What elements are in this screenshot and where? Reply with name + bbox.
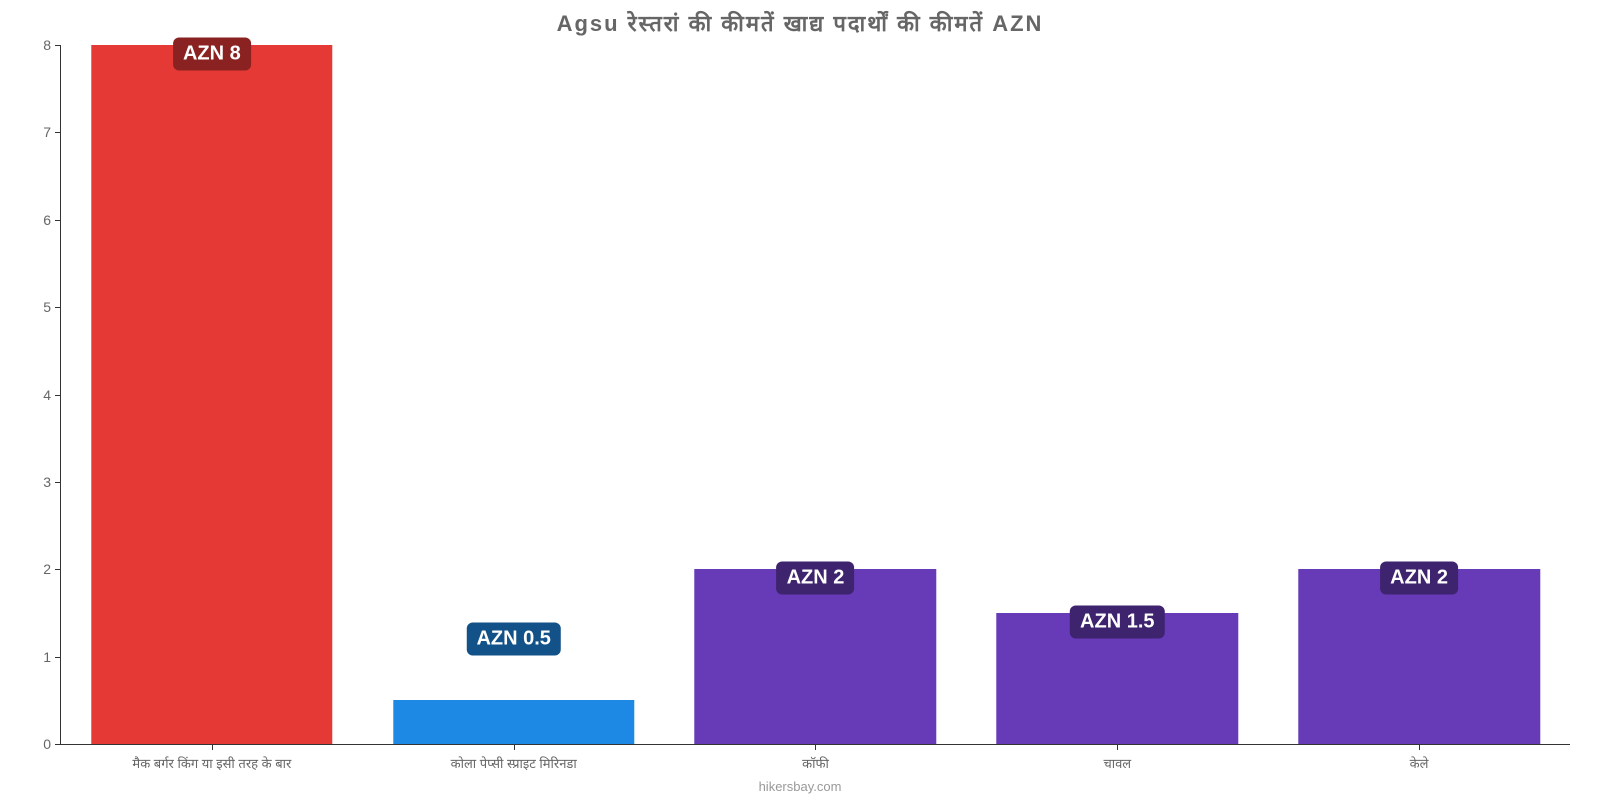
plot-inner: AZN 8AZN 0.5AZN 2AZN 1.5AZN 2 मैक बर्गर … bbox=[60, 45, 1570, 745]
chart-credit: hikersbay.com bbox=[0, 779, 1600, 794]
bar-value-label: AZN 0.5 bbox=[466, 623, 560, 656]
bar-slot: AZN 1.5 bbox=[966, 45, 1268, 744]
bar-slot: AZN 2 bbox=[1268, 45, 1570, 744]
y-tick-label: 2 bbox=[43, 561, 61, 577]
bar-slot: AZN 2 bbox=[665, 45, 967, 744]
x-axis-label: मैक बर्गर किंग या इसी तरह के बार bbox=[61, 744, 363, 772]
y-tick-label: 1 bbox=[43, 649, 61, 665]
y-tick-label: 6 bbox=[43, 212, 61, 228]
x-axis-label: कॉफी bbox=[665, 744, 967, 772]
bar bbox=[91, 45, 332, 744]
x-axis-label: कोला पेप्सी स्प्राइट मिरिनडा bbox=[363, 744, 665, 772]
bar bbox=[695, 569, 936, 744]
bars-container: AZN 8 AZN 0.5 AZN 2 AZN 1.5 AZN 2 bbox=[61, 45, 1570, 744]
y-tick-label: 5 bbox=[43, 299, 61, 315]
x-axis-labels: मैक बर्गर किंग या इसी तरह के बारकोला पेप… bbox=[61, 744, 1570, 772]
x-axis-label: चावल bbox=[966, 744, 1268, 772]
y-tick-label: 7 bbox=[43, 124, 61, 140]
bar-slot: AZN 0.5 bbox=[363, 45, 665, 744]
bar-value-label: AZN 8 bbox=[173, 37, 251, 70]
bar-slot: AZN 8 bbox=[61, 45, 363, 744]
bar-value-label: AZN 2 bbox=[1380, 562, 1458, 595]
bar bbox=[1298, 569, 1539, 744]
bar bbox=[393, 700, 634, 744]
chart-title: Agsu रेस्तरां की कीमतें खाद्य पदार्थों क… bbox=[0, 0, 1600, 38]
price-chart: Agsu रेस्तरां की कीमतें खाद्य पदार्थों क… bbox=[0, 0, 1600, 800]
y-tick-label: 0 bbox=[43, 736, 61, 752]
bar-value-label: AZN 1.5 bbox=[1070, 605, 1164, 638]
plot-area: AZN 8AZN 0.5AZN 2AZN 1.5AZN 2 मैक बर्गर … bbox=[60, 45, 1570, 745]
y-tick-label: 8 bbox=[43, 37, 61, 53]
x-axis-label: केले bbox=[1268, 744, 1570, 772]
y-tick-label: 4 bbox=[43, 387, 61, 403]
bar-value-label: AZN 2 bbox=[777, 562, 855, 595]
y-tick-label: 3 bbox=[43, 474, 61, 490]
